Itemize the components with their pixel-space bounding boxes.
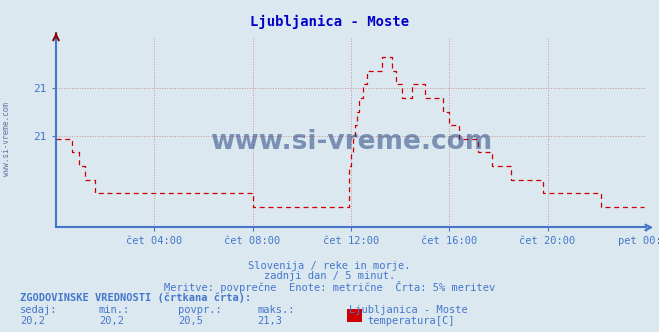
Text: temperatura[C]: temperatura[C] — [368, 316, 455, 326]
Text: www.si-vreme.com: www.si-vreme.com — [2, 103, 11, 176]
Text: 20,5: 20,5 — [178, 316, 203, 326]
Text: povpr.:: povpr.: — [178, 305, 221, 315]
Text: www.si-vreme.com: www.si-vreme.com — [210, 128, 492, 154]
Text: 20,2: 20,2 — [20, 316, 45, 326]
Text: Ljubljanica - Moste: Ljubljanica - Moste — [250, 15, 409, 29]
Text: Ljubljanica - Moste: Ljubljanica - Moste — [349, 305, 468, 315]
Text: zadnji dan / 5 minut.: zadnji dan / 5 minut. — [264, 271, 395, 281]
Text: 20,2: 20,2 — [99, 316, 124, 326]
Text: Slovenija / reke in morje.: Slovenija / reke in morje. — [248, 261, 411, 271]
Text: maks.:: maks.: — [257, 305, 295, 315]
Text: 21,3: 21,3 — [257, 316, 282, 326]
Text: sedaj:: sedaj: — [20, 305, 57, 315]
Text: ZGODOVINSKE VREDNOSTI (črtkana črta):: ZGODOVINSKE VREDNOSTI (črtkana črta): — [20, 293, 251, 303]
Text: min.:: min.: — [99, 305, 130, 315]
Text: Meritve: povprečne  Enote: metrične  Črta: 5% meritev: Meritve: povprečne Enote: metrične Črta:… — [164, 281, 495, 292]
